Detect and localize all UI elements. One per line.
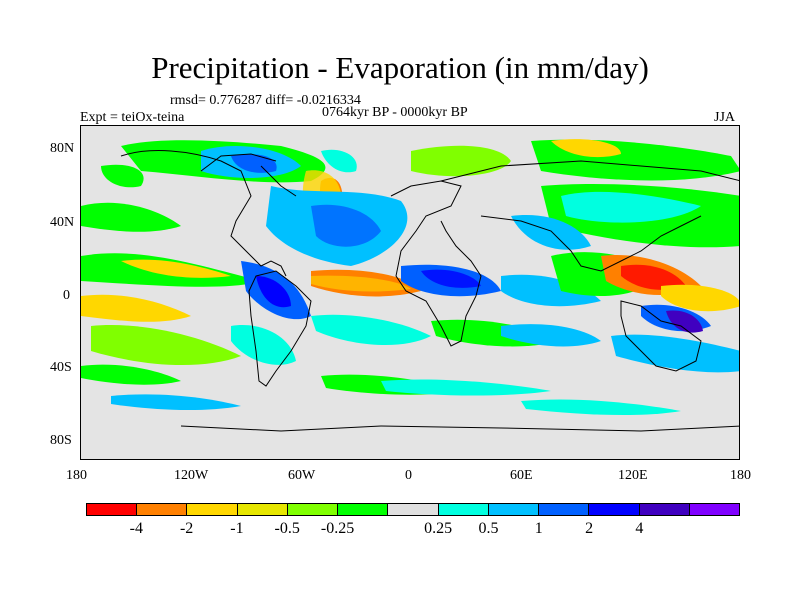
- colorbar-tick-label: 0.25: [424, 520, 453, 537]
- y-label-0: 0: [63, 288, 70, 303]
- colorbar-swatch: [589, 504, 640, 515]
- period-text: 0764kyr BP - 0000kyr BP: [322, 105, 468, 120]
- map-panel: [80, 125, 740, 460]
- colorbar-swatch: [639, 504, 690, 515]
- colorbar-tick-label: -4: [129, 520, 143, 537]
- x-label-60e: 60E: [510, 468, 533, 483]
- y-label-40s: 40S: [50, 360, 72, 375]
- colorbar-swatch: [187, 504, 238, 515]
- colorbar-tick-label: 2: [585, 520, 594, 537]
- colorbar-swatch: [539, 504, 590, 515]
- colorbar-swatch: [137, 504, 188, 515]
- chart-title: Precipitation - Evaporation (in mm/day): [151, 50, 649, 85]
- colorbar-swatch: [87, 504, 138, 515]
- stats-text: rmsd= 0.776287 diff= -0.0216334: [170, 93, 361, 108]
- colorbar-swatch: [438, 504, 489, 515]
- y-label-40n: 40N: [50, 215, 75, 230]
- season-label: JJA: [714, 110, 736, 125]
- colorbar: [86, 503, 740, 516]
- colorbar-tick-label: 4: [635, 520, 644, 537]
- precip-evap-map: [81, 126, 739, 459]
- x-label-0: 0: [405, 468, 412, 483]
- x-label-120e: 120E: [618, 468, 648, 483]
- colorbar-tick-label: -2: [179, 520, 194, 537]
- colorbar-tick-label: -1: [230, 520, 244, 537]
- x-label-180e: 180: [730, 468, 751, 483]
- y-label-80s: 80S: [50, 433, 72, 448]
- colorbar-swatch: [488, 504, 540, 515]
- experiment-label: Expt = teiOx-teina: [80, 110, 185, 125]
- colorbar-swatch: [689, 504, 740, 515]
- colorbar-swatch: [237, 504, 288, 515]
- colorbar-swatch: [338, 504, 389, 515]
- colorbar-swatch: [287, 504, 339, 515]
- x-label-180w: 180: [66, 468, 87, 483]
- y-label-80n: 80N: [50, 141, 75, 156]
- x-label-60w: 60W: [288, 468, 316, 483]
- x-label-120w: 120W: [174, 468, 209, 483]
- colorbar-tick-label: 0.5: [478, 520, 499, 537]
- coastlines: [120, 150, 739, 432]
- colorbar-tick-label: -0.5: [274, 520, 300, 537]
- colorbar-tick-label: 1: [534, 520, 543, 537]
- colorbar-tick-label: -0.25: [320, 520, 355, 537]
- colorbar-swatch: [388, 504, 439, 515]
